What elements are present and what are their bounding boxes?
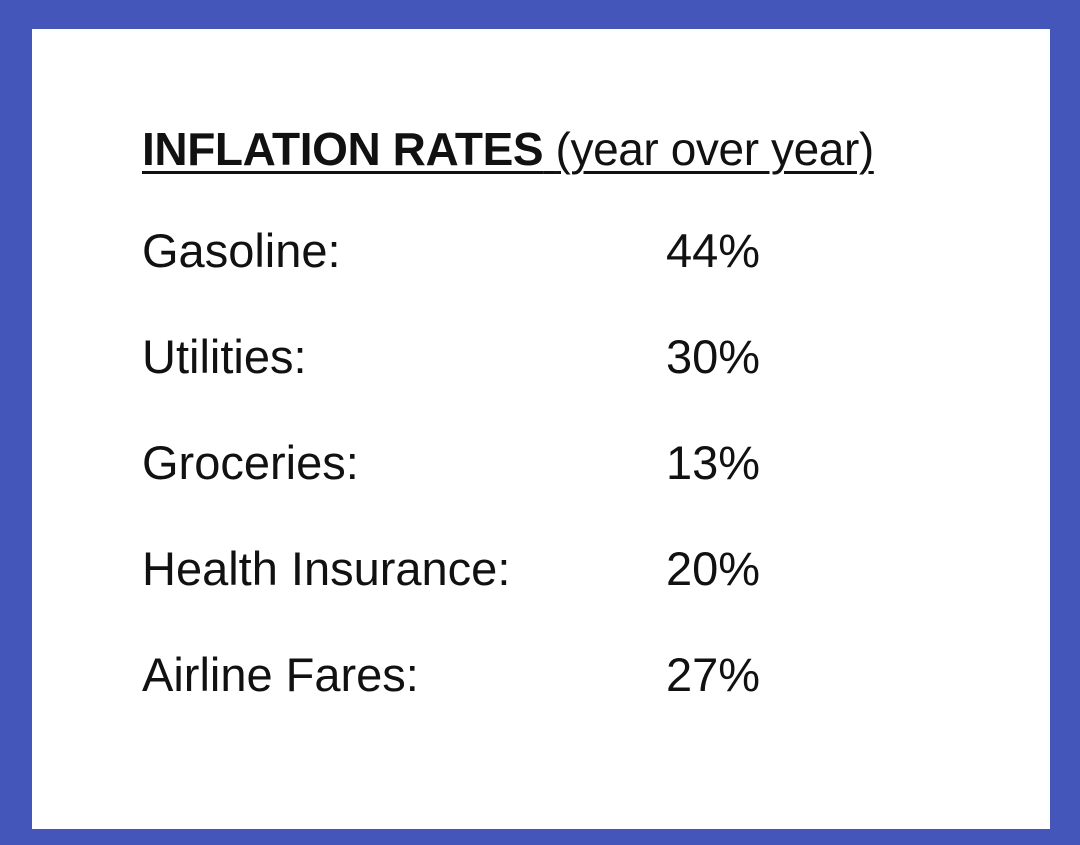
- rate-row-groceries: Groceries: 13%: [142, 435, 902, 491]
- rate-row-utilities: Utilities: 30%: [142, 329, 902, 385]
- rate-label: Groceries:: [142, 436, 359, 489]
- rate-label: Airline Fares:: [142, 648, 419, 701]
- rate-label: Health Insurance:: [142, 542, 511, 595]
- title-suffix-text: (year over year): [555, 123, 875, 175]
- rate-row-gasoline: Gasoline: 44%: [142, 223, 902, 279]
- inflation-rates-card: INFLATION RATES (year over year) Gasolin…: [32, 29, 1050, 829]
- rate-value: 13%: [666, 436, 761, 489]
- rate-value: 20%: [666, 542, 761, 595]
- rate-value: 27%: [666, 648, 761, 701]
- rate-value: 30%: [666, 330, 761, 383]
- rate-value: 44%: [666, 224, 761, 277]
- title-bold-text: INFLATION RATES: [142, 123, 544, 175]
- rate-label: Gasoline:: [142, 224, 341, 277]
- inflation-rates-title: INFLATION RATES (year over year): [142, 124, 874, 174]
- rate-row-health-insurance: Health Insurance: 20%: [142, 541, 902, 597]
- rate-label: Utilities:: [142, 330, 307, 383]
- rate-row-airline-fares: Airline Fares: 27%: [142, 647, 902, 703]
